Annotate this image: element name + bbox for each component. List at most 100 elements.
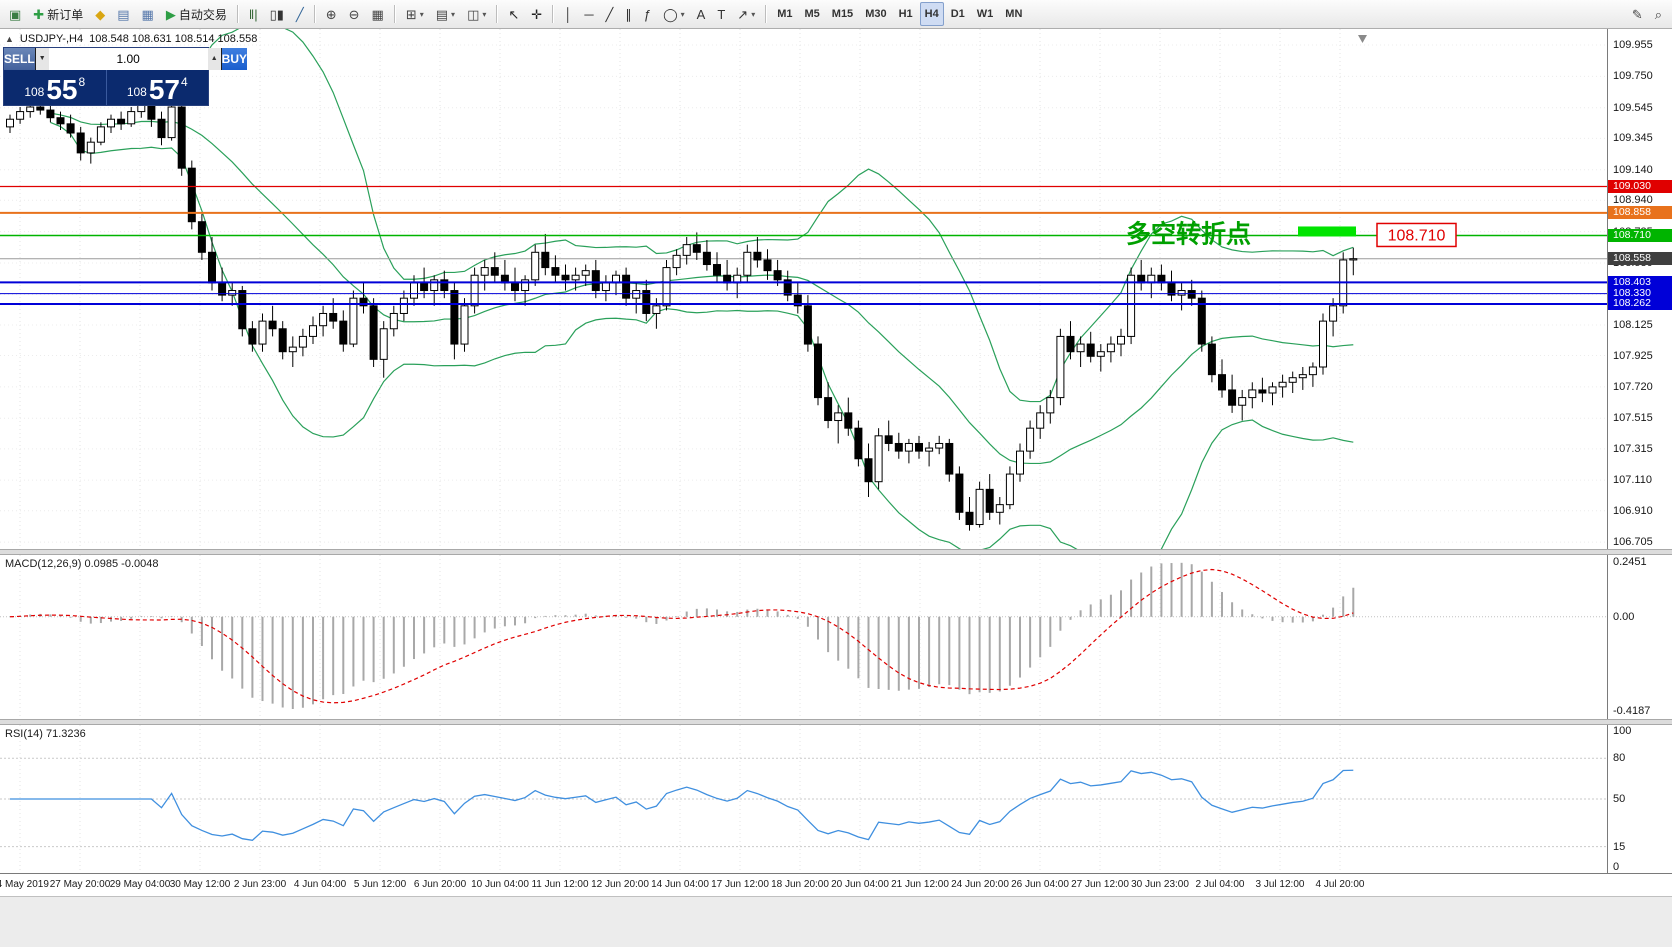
- tf-m30-button[interactable]: M30: [860, 2, 891, 26]
- templates-button[interactable]: ◫ ▾: [462, 2, 491, 26]
- trade-panel-toggle-icon[interactable]: ▲: [5, 34, 14, 44]
- toolbar-buttons: ▣ ✚ 新订单 ◆ ▤ ▦ ▶ 自动交易 ‖| ▯▮ ╱ ⊕ ⊖ ▦ ⊞ ▾ ▤ ▾ ◫ ▾ ↖ ✛ │ ─ ╱ ∥ ƒ ◯ ▾ A T ↗ ▾…: [3, 2, 1028, 26]
- panel-splitter[interactable]: [0, 719, 1672, 725]
- edit-button[interactable]: ✎: [1627, 2, 1648, 26]
- buy-button[interactable]: BUY: [221, 48, 248, 70]
- annotation-highlight-rect[interactable]: [1298, 226, 1356, 237]
- volume-input[interactable]: [48, 48, 208, 70]
- rsi-axis[interactable]: 100 80 50 15 0: [1607, 725, 1672, 873]
- candle-body: [783, 279, 792, 296]
- tf-w1-button[interactable]: W1: [972, 2, 999, 26]
- tile-windows-icon: ▦: [371, 6, 384, 22]
- toolbar-separator: [496, 5, 499, 23]
- chart-shift-marker[interactable]: [1358, 35, 1367, 43]
- candle-body: [309, 325, 317, 337]
- tf-m5-button[interactable]: M5: [800, 2, 825, 26]
- candle-body: [379, 328, 388, 360]
- buy-price[interactable]: 108 57 4: [105, 70, 209, 105]
- tf-h4-button[interactable]: H4: [919, 2, 944, 26]
- candle-body: [1329, 305, 1338, 322]
- arrows-button[interactable]: ↗ ▾: [732, 2, 760, 26]
- candle-body: [995, 504, 1004, 513]
- cursor-button[interactable]: ↖: [503, 2, 524, 26]
- tf-d1-button[interactable]: D1: [946, 2, 970, 26]
- line-chart-button[interactable]: ╱: [291, 2, 309, 26]
- axis-tick-label: 0.2451: [1613, 555, 1647, 568]
- candle-body: [1278, 381, 1287, 388]
- rsi-panel: RSI(14) 71.3236 100 80 50 15 0: [0, 725, 1672, 873]
- candle-body: [1319, 320, 1327, 368]
- templates-icon: ◫: [467, 6, 480, 22]
- annotation-price-box[interactable]: [1376, 222, 1457, 248]
- time-tick-label: 20 Jun 04:00: [831, 879, 889, 890]
- tf-mn-button[interactable]: MN: [1000, 2, 1027, 26]
- profiles-button[interactable]: ▤ ▾: [431, 2, 460, 26]
- candle-body: [369, 305, 378, 360]
- crosshair-button[interactable]: ✛: [526, 2, 547, 26]
- dropdown-caret-icon: ▾: [451, 9, 456, 19]
- terminal-button[interactable]: ▣: [4, 2, 26, 26]
- price-tag-108.403: 108.403: [1608, 275, 1672, 289]
- sell-button[interactable]: SELL: [4, 48, 35, 70]
- volume-box: ▼ ▲: [34, 48, 222, 70]
- axis-tick-label: -0.4187: [1613, 704, 1651, 717]
- candle-body: [814, 343, 822, 399]
- fibonacci-button[interactable]: ƒ: [639, 2, 656, 26]
- annotation-price-text: 108.710: [1388, 227, 1446, 244]
- volume-increase-button[interactable]: ▲: [207, 48, 221, 70]
- tf-h1-button[interactable]: H1: [894, 2, 918, 26]
- text-button[interactable]: A: [692, 2, 711, 26]
- candle-body: [642, 290, 651, 314]
- candle-body: [1066, 335, 1075, 353]
- candle-body: [632, 290, 641, 299]
- candle-body: [46, 109, 55, 119]
- tf-m1-button[interactable]: M1: [772, 2, 797, 26]
- candlestick-chart-button[interactable]: ▯▮: [265, 2, 289, 26]
- candle-body: [541, 251, 550, 269]
- candle-body: [531, 251, 540, 281]
- time-tick-label: 12 Jun 20:00: [591, 879, 649, 890]
- horizontal-line-button[interactable]: ─: [579, 2, 598, 26]
- zoom-in-button[interactable]: ⊕: [321, 2, 342, 26]
- search-button[interactable]: ⌕: [1650, 2, 1667, 26]
- market-watch-icon: ◆: [95, 6, 106, 22]
- axis-tick-label: 50: [1613, 793, 1626, 805]
- candle-body: [208, 251, 216, 284]
- new-order-button[interactable]: ✚ 新订单: [28, 2, 88, 26]
- auto-trading-icon: ▶: [165, 6, 176, 22]
- time-tick-label: 17 Jun 12:00: [711, 879, 769, 890]
- candle-body: [1026, 427, 1035, 452]
- bar-chart-button[interactable]: ‖|: [244, 2, 263, 26]
- market-watch-button[interactable]: ◆: [90, 2, 110, 26]
- tile-windows-button[interactable]: ▦: [367, 2, 389, 26]
- candle-body: [177, 106, 186, 169]
- navigator-icon: ▦: [141, 6, 154, 22]
- price-axis[interactable]: 109.955 109.750 109.545 109.345 109.140 108.9…: [1607, 29, 1672, 549]
- bottom-strip: [0, 896, 1672, 947]
- tf-m15-button[interactable]: M15: [827, 2, 858, 26]
- panel-splitter[interactable]: [0, 549, 1672, 555]
- shapes-button[interactable]: ◯ ▾: [658, 2, 690, 26]
- tf-h4-button-label: H4: [924, 8, 939, 20]
- candle-body: [652, 305, 661, 314]
- time-tick-label: 2 Jul 04:00: [1195, 879, 1245, 890]
- auto-trading-button[interactable]: ▶ 自动交易: [161, 2, 232, 26]
- candle-body: [450, 290, 459, 345]
- data-window-button[interactable]: ▤: [112, 2, 134, 26]
- vertical-line-button[interactable]: │: [559, 2, 577, 26]
- volume-decrease-button[interactable]: ▼: [35, 48, 49, 70]
- time-tick-label: 29 May 04:00: [109, 879, 171, 890]
- navigator-button[interactable]: ▦: [137, 2, 159, 26]
- new-chart-button[interactable]: ⊞ ▾: [401, 2, 429, 26]
- trendline-button[interactable]: ╱: [601, 2, 619, 26]
- sell-price[interactable]: 108 55 8: [4, 70, 106, 105]
- text-label-button[interactable]: T: [712, 2, 730, 26]
- auto-trading-button-label: 自动交易: [178, 7, 227, 22]
- channel-button[interactable]: ∥: [620, 2, 637, 26]
- time-tick-label: 27 May 20:00: [49, 879, 111, 890]
- sell-price-sup: 8: [78, 75, 86, 89]
- zoom-out-button[interactable]: ⊖: [344, 2, 365, 26]
- candle-body: [581, 270, 590, 276]
- macd-axis[interactable]: 0.2451 0.00 -0.4187: [1607, 555, 1672, 719]
